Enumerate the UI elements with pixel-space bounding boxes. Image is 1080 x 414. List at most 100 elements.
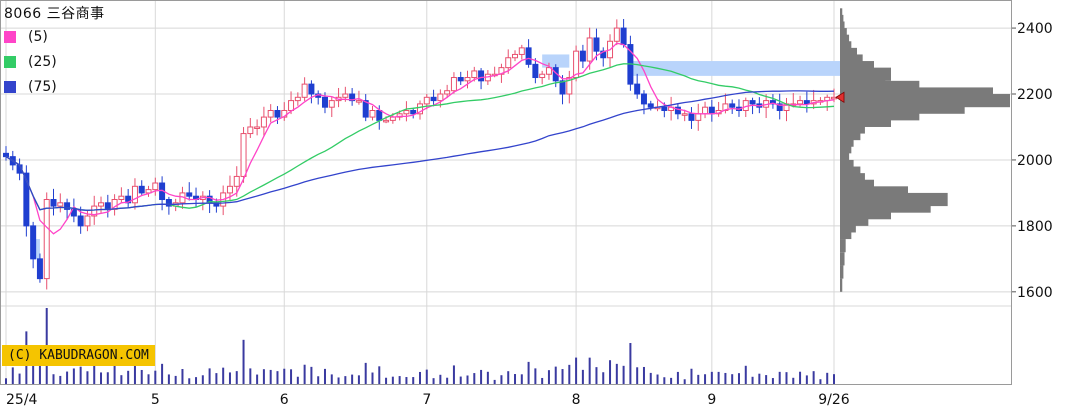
volume-profile-bar [840, 252, 845, 266]
volume-bar [38, 360, 41, 384]
moving-averages [5, 42, 835, 235]
candle-body [23, 172, 30, 227]
price-band [33, 239, 40, 259]
candle-body [423, 96, 430, 105]
candle-body [50, 199, 57, 207]
candle-body [797, 100, 804, 105]
volume-bar [344, 376, 347, 384]
y-axis: 2400 2200 2000 1800 1600 [1012, 21, 1053, 301]
volume-bar [554, 366, 557, 384]
x-axis: 25/4 5 6 7 8 9 9/26 [6, 392, 850, 408]
volume-bar [609, 360, 612, 384]
candle-body [328, 100, 335, 108]
volume-bar [642, 366, 645, 384]
candle-body [125, 195, 132, 204]
volume-bar [215, 373, 218, 384]
candle-body [240, 133, 247, 177]
candle-body [702, 106, 709, 115]
candle-body [450, 77, 457, 92]
candle-body [308, 83, 315, 95]
price-band [630, 61, 841, 76]
candle-body [301, 83, 308, 98]
volume-bar [93, 365, 96, 384]
candle-body [138, 185, 145, 194]
volume-bar [351, 374, 354, 384]
y-tick-label: 1600 [1017, 285, 1053, 301]
volume-bar [561, 369, 564, 384]
candle-body [749, 100, 756, 105]
volume-bar [283, 368, 286, 384]
candle-body [803, 100, 810, 105]
candle-body [674, 106, 681, 115]
volume-bar [154, 370, 157, 384]
volume-bar [337, 377, 340, 384]
volume-bar [106, 372, 109, 384]
volume-bar [317, 376, 320, 384]
volume-bar [5, 378, 7, 384]
volume-bar [507, 371, 510, 384]
legend-label-ma75: (75) [28, 78, 57, 95]
candle-body [36, 258, 43, 280]
volume-bar [724, 372, 727, 384]
volume-bar [439, 374, 442, 384]
candle-body [457, 77, 464, 82]
candle-body [355, 100, 362, 103]
volume-bar [323, 368, 326, 384]
candle-body [579, 50, 586, 62]
volume-bar [452, 365, 455, 384]
candle-body [505, 57, 512, 69]
candle-body [254, 126, 261, 129]
candle-body [186, 192, 193, 197]
volume-bar [622, 365, 625, 384]
volume-bar [656, 374, 659, 384]
ma-line-75 [5, 90, 835, 211]
candle-body [661, 106, 668, 111]
volume-bar [595, 367, 598, 384]
candle-body [613, 27, 620, 42]
candle-body [77, 215, 84, 227]
x-tick-label: 9 [707, 392, 716, 408]
volume-bar [140, 369, 143, 384]
ma-line-5 [5, 42, 835, 235]
volume-bar [161, 363, 164, 384]
candle-body [64, 202, 71, 210]
legend-label-ma5: (5) [28, 28, 48, 45]
volume-bar [785, 372, 788, 384]
legend-item-ma25: (25) [4, 49, 105, 74]
volume-bar [670, 377, 673, 384]
volume-bar [66, 371, 69, 384]
candle-body [769, 100, 776, 105]
candle-body [545, 67, 552, 75]
candle-body [294, 96, 301, 102]
candle-body [478, 70, 485, 82]
candle-body [98, 202, 105, 207]
candle-body [247, 126, 254, 135]
volume-bar [18, 373, 21, 384]
candle-body [586, 37, 593, 62]
volume-bar [72, 368, 75, 384]
volume-profile-bar [840, 8, 843, 22]
volume-bar [364, 362, 367, 384]
volume-bar [459, 376, 462, 384]
volume-bar [208, 368, 211, 384]
last-price-marker [835, 91, 845, 104]
x-tick-label: 25/4 [6, 392, 38, 408]
x-tick-label: 5 [151, 392, 160, 408]
volume-bar [649, 372, 652, 384]
volume-bar [391, 376, 394, 384]
candle-body [437, 93, 444, 102]
candle-body [471, 70, 478, 79]
candle-body [321, 96, 328, 108]
volume-bar [385, 377, 388, 384]
volume-bar [174, 375, 177, 384]
volume-bar [371, 372, 374, 384]
candle-body [57, 202, 64, 207]
volume-bar [751, 376, 754, 384]
candle-body [681, 113, 688, 116]
volume-bar [195, 377, 198, 384]
volume-bar [480, 369, 483, 384]
volume-bar [419, 371, 421, 384]
price-bands [33, 54, 841, 259]
volume-bar [581, 369, 584, 384]
chart-legend: 8066 三谷商事 (5) (25) (75) [4, 4, 105, 99]
